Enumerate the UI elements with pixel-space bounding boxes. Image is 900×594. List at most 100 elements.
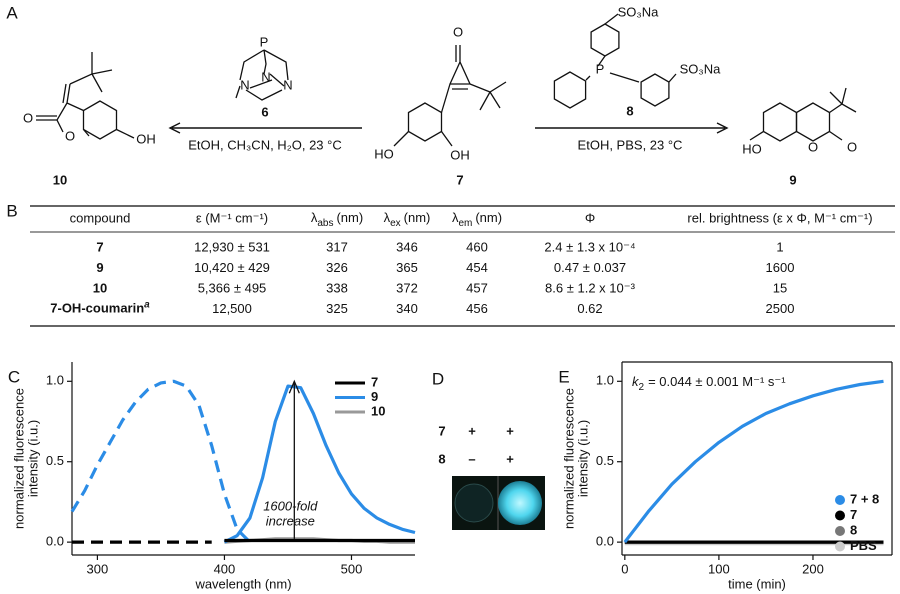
vial-bright — [498, 481, 542, 525]
bond — [749, 87, 857, 141]
annotation: increase — [266, 513, 315, 528]
excitation-line — [70, 379, 252, 544]
name: 7-OH-coumarin — [50, 301, 144, 316]
symbol: λ — [384, 210, 391, 225]
emission-line — [223, 384, 416, 544]
atom-label: OH — [136, 131, 156, 146]
bond — [36, 52, 135, 139]
legend-label: 7 + 8 — [850, 491, 879, 506]
table-cell: 2.4 ± 1.3 x 10⁻⁴ — [544, 239, 635, 254]
panel-letter: C — [8, 367, 20, 386]
table-cell: 0.47 ± 0.037 — [554, 260, 626, 275]
table-cell: 457 — [466, 280, 488, 295]
fold-arrow — [288, 379, 300, 539]
x-axis-label: wavelength (nm) — [194, 576, 291, 591]
y-axis-label: intensity (i.u.) — [25, 420, 40, 497]
x-tick-label: 100 — [708, 561, 730, 576]
atom-label: SO₃Na — [618, 4, 659, 19]
sign: – — [468, 451, 475, 466]
legend-swatch — [835, 541, 845, 552]
table-cell: 372 — [396, 280, 418, 295]
atom-label: HO — [742, 141, 762, 156]
legend-label: 8 — [850, 522, 857, 537]
column-header: λabs (nm) — [311, 210, 363, 228]
atom-label: O — [847, 139, 857, 154]
subscript: abs — [317, 218, 333, 229]
atom-label: HO — [374, 146, 394, 161]
subscript: em — [458, 218, 472, 229]
compound-name: 7-OH-coumarina — [50, 299, 150, 316]
bond — [590, 23, 620, 57]
legend-swatch — [835, 510, 845, 521]
x-tick-label: 300 — [87, 561, 109, 576]
bond — [235, 49, 289, 101]
panel-letter: E — [558, 367, 569, 386]
bond — [407, 102, 443, 142]
table-cell: 346 — [396, 239, 418, 254]
atom-label: OH — [450, 147, 470, 162]
sign: + — [506, 423, 514, 438]
table-cell: 456 — [466, 301, 488, 316]
column-header: Φ — [585, 210, 595, 225]
vial-dark — [454, 483, 494, 523]
legend-label: 7 — [850, 507, 857, 522]
table-cell: 460 — [466, 239, 488, 254]
atom-label: N — [240, 77, 249, 92]
unit: (nm) — [404, 210, 431, 225]
y-tick-label: 0.0 — [596, 534, 614, 549]
atom-label: O — [453, 24, 463, 39]
sign: + — [468, 423, 476, 438]
panel-d: D 7 + +8 – + — [432, 369, 545, 530]
table-cell: 338 — [326, 280, 348, 295]
column-header: λex (nm) — [384, 210, 431, 228]
y-tick-label: 0.0 — [46, 534, 64, 549]
column-header: λem (nm) — [452, 210, 502, 228]
column-header: ε (M⁻¹ cm⁻¹) — [196, 210, 268, 225]
y-tick-label: 1.0 — [596, 373, 614, 388]
unit: (nm) — [336, 210, 363, 225]
compound-number: 9 — [789, 172, 796, 187]
atom-label: SO₃Na — [680, 61, 721, 76]
panel-letter: D — [432, 369, 444, 388]
y-tick-label: 0.5 — [596, 453, 614, 468]
table-cell: 12,930 ± 531 — [194, 239, 270, 254]
compound-name: 10 — [93, 280, 107, 295]
table-cell: 340 — [396, 301, 418, 316]
compound-name: 7 — [96, 239, 103, 254]
column-header: rel. brightness (ε x Φ, M⁻¹ cm⁻¹) — [687, 210, 872, 225]
panel-e: E 0 100 200 0.0 0.5 1.0 time (min) normalized fl… — [558, 361, 893, 591]
table-cell: 317 — [326, 239, 348, 254]
panel-c: C 300 400 500 0.0 0.5 1.0 wavelength (nm) normal… — [8, 362, 416, 591]
annotation: 1600-fold — [263, 498, 318, 513]
table-cell: 5,366 ± 495 — [198, 280, 267, 295]
bond — [585, 13, 677, 83]
legend-label: 10 — [371, 403, 385, 418]
arrow — [168, 122, 362, 134]
rate-text: = 0.044 ± 0.001 M⁻¹ s⁻¹ — [648, 374, 786, 389]
table-cell: 2500 — [766, 301, 795, 316]
conditions: EtOH, PBS, 23 °C — [578, 137, 683, 152]
bond — [393, 45, 507, 147]
table-cell: 365 — [396, 260, 418, 275]
x-tick-label: 400 — [214, 561, 236, 576]
atom-label: O — [23, 110, 33, 125]
table-cell: 15 — [773, 280, 787, 295]
y-axis-label: intensity (i.u.) — [575, 420, 590, 497]
emission-line — [623, 379, 884, 544]
subscript: 2 — [639, 382, 645, 393]
bond — [762, 102, 798, 142]
table-cell: 325 — [326, 301, 348, 316]
sign: + — [506, 451, 514, 466]
bond — [553, 71, 587, 109]
atom-label: N — [283, 77, 292, 92]
legend-label: 9 — [371, 389, 378, 404]
conditions: EtOH, CH₃CN, H₂O, 23 °C — [188, 137, 342, 152]
x-axis-label: time (min) — [728, 576, 786, 591]
footnote: a — [144, 299, 150, 310]
bond — [82, 100, 118, 140]
compound-number: 10 — [53, 172, 67, 187]
atom-label: O — [808, 139, 818, 154]
